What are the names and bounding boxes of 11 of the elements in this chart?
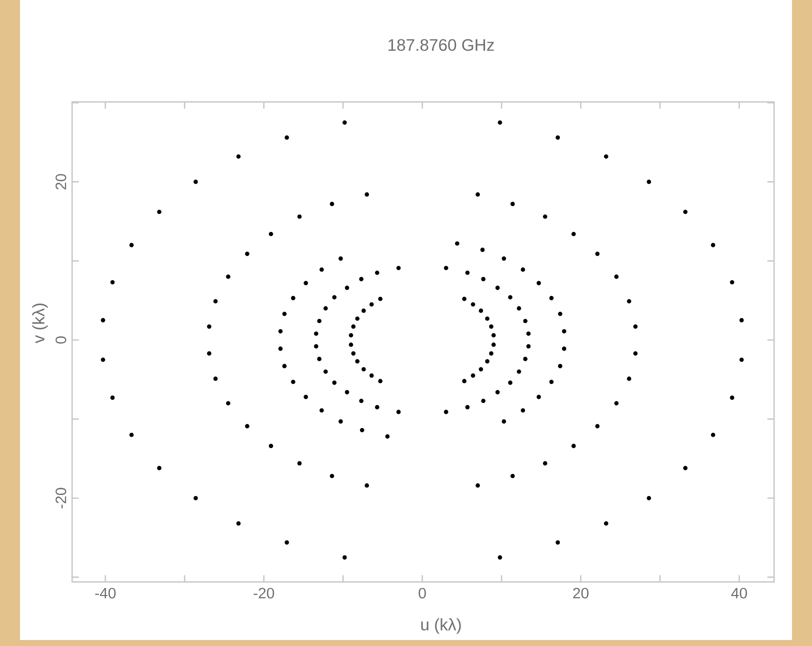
x-axis-title: u (kλ) — [421, 618, 461, 634]
y-tick-label: 0 — [56, 336, 66, 344]
chart-title: 187.8760 GHz — [388, 39, 494, 51]
x-tick-label: -40 — [95, 588, 116, 598]
x-tick-label: 40 — [731, 588, 747, 598]
x-tick-label: 0 — [418, 588, 426, 598]
x-tick-label: 20 — [573, 588, 589, 598]
x-tick-label: -20 — [254, 588, 274, 598]
y-tick-label: 20 — [56, 174, 66, 190]
y-tick-label: -20 — [56, 488, 66, 508]
y-axis-title: v (kλ) — [32, 304, 48, 344]
